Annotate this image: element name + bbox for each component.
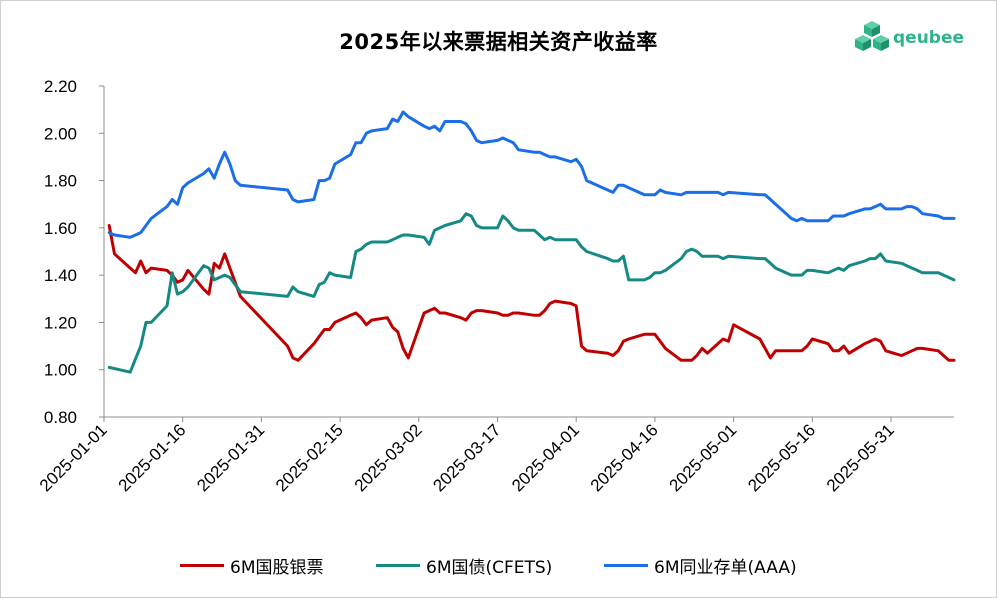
legend-label-bill: 6M国股银票 — [230, 558, 324, 578]
y-tick-label: 1.60 — [44, 219, 77, 238]
y-tick-label: 1.40 — [44, 266, 77, 285]
legend-line-ncd — [604, 564, 648, 567]
x-tick-label: 2025-03-02 — [351, 420, 426, 495]
y-tick-label: 1.80 — [44, 172, 77, 191]
series-line-bond — [107, 212, 956, 374]
y-tick-label: 2.20 — [44, 77, 77, 96]
x-tick-label: 2025-01-16 — [115, 420, 190, 495]
series-line-ncd — [107, 110, 956, 239]
y-tick-label: 1.00 — [44, 361, 77, 380]
x-tick-label: 2025-04-01 — [508, 420, 583, 495]
legend-line-bill — [180, 564, 224, 567]
legend-line-bond — [376, 564, 420, 567]
x-tick-label: 2025-05-01 — [666, 420, 741, 495]
x-tick-label: 2025-04-16 — [587, 420, 662, 495]
y-tick-label: 2.00 — [44, 124, 77, 143]
legend-item-ncd: 6M同业存单(AAA) — [604, 553, 797, 578]
series-line-bill — [107, 224, 956, 362]
legend-item-bill: 6M国股银票 — [180, 553, 323, 578]
x-tick-label: 2025-05-16 — [744, 420, 819, 495]
x-tick-label: 2025-01-31 — [193, 420, 268, 495]
y-tick-label: 1.20 — [44, 313, 77, 332]
x-tick-label: 2025-03-17 — [429, 420, 504, 495]
x-tick-label: 2025-02-15 — [272, 420, 347, 495]
logo-text: qeubee — [893, 28, 965, 48]
chart-title: 2025年以来票据相关资产收益率 — [339, 30, 658, 54]
cube-cluster-icon — [855, 21, 889, 51]
legend: 6M国股银票 6M国债(CFETS) 6M同业存单(AAA) — [0, 553, 997, 578]
legend-label-bond: 6M国债(CFETS) — [426, 558, 553, 578]
x-tick-label: 2025-01-01 — [36, 420, 111, 495]
y-tick-label: 0.80 — [44, 408, 77, 427]
legend-label-ncd: 6M同业存单(AAA) — [654, 558, 797, 578]
legend-item-bond: 6M国债(CFETS) — [376, 553, 552, 578]
x-tick-label: 2025-05-31 — [823, 420, 898, 495]
logo: qeubee — [855, 18, 964, 58]
